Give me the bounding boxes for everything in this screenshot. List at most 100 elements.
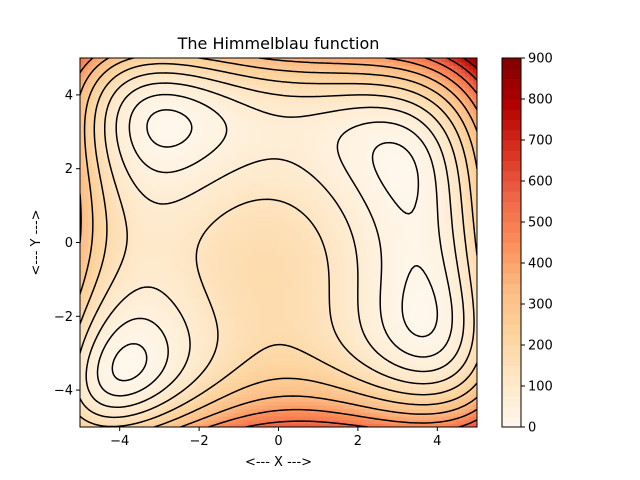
heat-cell: [218, 393, 224, 399]
heat-cell: [254, 264, 260, 269]
heat-cell: [139, 345, 145, 351]
heat-cell: [171, 253, 176, 258]
heat-cell: [91, 290, 97, 295]
heat-cell: [183, 390, 188, 395]
heat-cell: [203, 83, 208, 89]
heat-cell: [83, 415, 89, 421]
heat-cell: [246, 308, 252, 314]
heat-cell: [115, 183, 121, 188]
heat-cell: [203, 323, 208, 328]
heat-cell: [203, 360, 208, 365]
heat-cell: [187, 105, 192, 111]
heat-cell: [183, 172, 188, 177]
heat-cell: [199, 165, 204, 170]
heat-cell: [203, 176, 208, 181]
heat-cell: [262, 338, 268, 343]
heat-cell: [207, 379, 212, 384]
heat-cell: [199, 124, 204, 129]
heat-cell: [274, 87, 280, 92]
heat-cell: [211, 397, 216, 402]
heat-cell: [123, 316, 129, 321]
heat-cell: [262, 98, 268, 103]
heat-cell: [175, 342, 180, 347]
heat-cell: [226, 172, 232, 177]
heat-cell: [274, 301, 280, 306]
heat-cell: [119, 176, 125, 181]
heat-cell: [226, 142, 232, 148]
heat-cell: [115, 312, 121, 317]
heat-cell: [179, 157, 184, 162]
heat-cell: [195, 194, 200, 199]
heat-cell: [270, 165, 276, 170]
heat-cell: [191, 297, 196, 303]
heat-cell: [107, 179, 113, 185]
heat-cell: [99, 235, 105, 240]
heat-cell: [123, 401, 129, 406]
heat-cell: [123, 157, 129, 162]
heat-cell: [115, 272, 121, 277]
heat-cell: [234, 194, 240, 199]
heat-cell: [187, 301, 192, 306]
heat-cell: [155, 124, 160, 129]
heat-cell: [195, 364, 200, 369]
heat-cell: [143, 172, 149, 177]
heat-cell: [250, 345, 256, 351]
heat-cell: [207, 334, 212, 340]
heat-cell: [222, 238, 228, 244]
heat-cell: [171, 397, 176, 402]
heat-cell: [203, 201, 208, 207]
heat-cell: [258, 408, 264, 413]
heat-cell: [211, 279, 216, 284]
heat-cell: [99, 113, 105, 118]
heat-cell: [147, 231, 153, 236]
heat-cell: [135, 224, 141, 229]
heat-cell: [191, 249, 196, 255]
heat-cell: [95, 312, 101, 317]
heat-cell: [83, 401, 89, 406]
heat-cell: [115, 294, 121, 299]
heat-cell: [111, 212, 117, 218]
heat-cell: [80, 220, 85, 225]
heat-cell: [171, 120, 176, 126]
heat-cell: [135, 117, 141, 122]
heat-cell: [250, 283, 256, 288]
heat-cell: [254, 150, 260, 155]
heat-cell: [103, 131, 109, 137]
heat-cell: [115, 356, 121, 362]
heat-cell: [91, 224, 97, 229]
heat-cell: [242, 283, 248, 288]
heat-cell: [187, 61, 192, 66]
heat-cell: [147, 390, 153, 395]
heat-cell: [270, 294, 276, 299]
heat-cell: [111, 124, 117, 129]
heat-cell: [238, 257, 244, 262]
heat-cell: [171, 139, 176, 144]
heat-cell: [250, 312, 256, 317]
heat-cell: [258, 412, 264, 417]
heat-cell: [107, 69, 113, 74]
heat-cell: [222, 205, 228, 210]
heat-cell: [183, 349, 188, 354]
heat-cell: [115, 319, 121, 325]
heat-cell: [270, 120, 276, 126]
heat-cell: [95, 390, 101, 395]
heat-cell: [203, 342, 208, 347]
heat-cell: [91, 172, 97, 177]
heat-cell: [80, 161, 85, 166]
heat-cell: [159, 224, 164, 229]
heat-cell: [95, 334, 101, 340]
heat-cell: [99, 401, 105, 406]
heat-cell: [222, 268, 228, 273]
heat-cell: [127, 220, 133, 225]
heat-cell: [167, 353, 172, 358]
heat-cell: [175, 131, 180, 137]
heat-cell: [258, 371, 264, 376]
heat-cell: [159, 371, 164, 376]
heat-cell: [254, 58, 260, 63]
heat-cell: [262, 371, 268, 376]
heat-cell: [222, 246, 228, 251]
heat-cell: [246, 198, 252, 203]
heat-cell: [187, 323, 192, 328]
heat-cell: [195, 312, 200, 317]
heat-cell: [274, 312, 280, 317]
